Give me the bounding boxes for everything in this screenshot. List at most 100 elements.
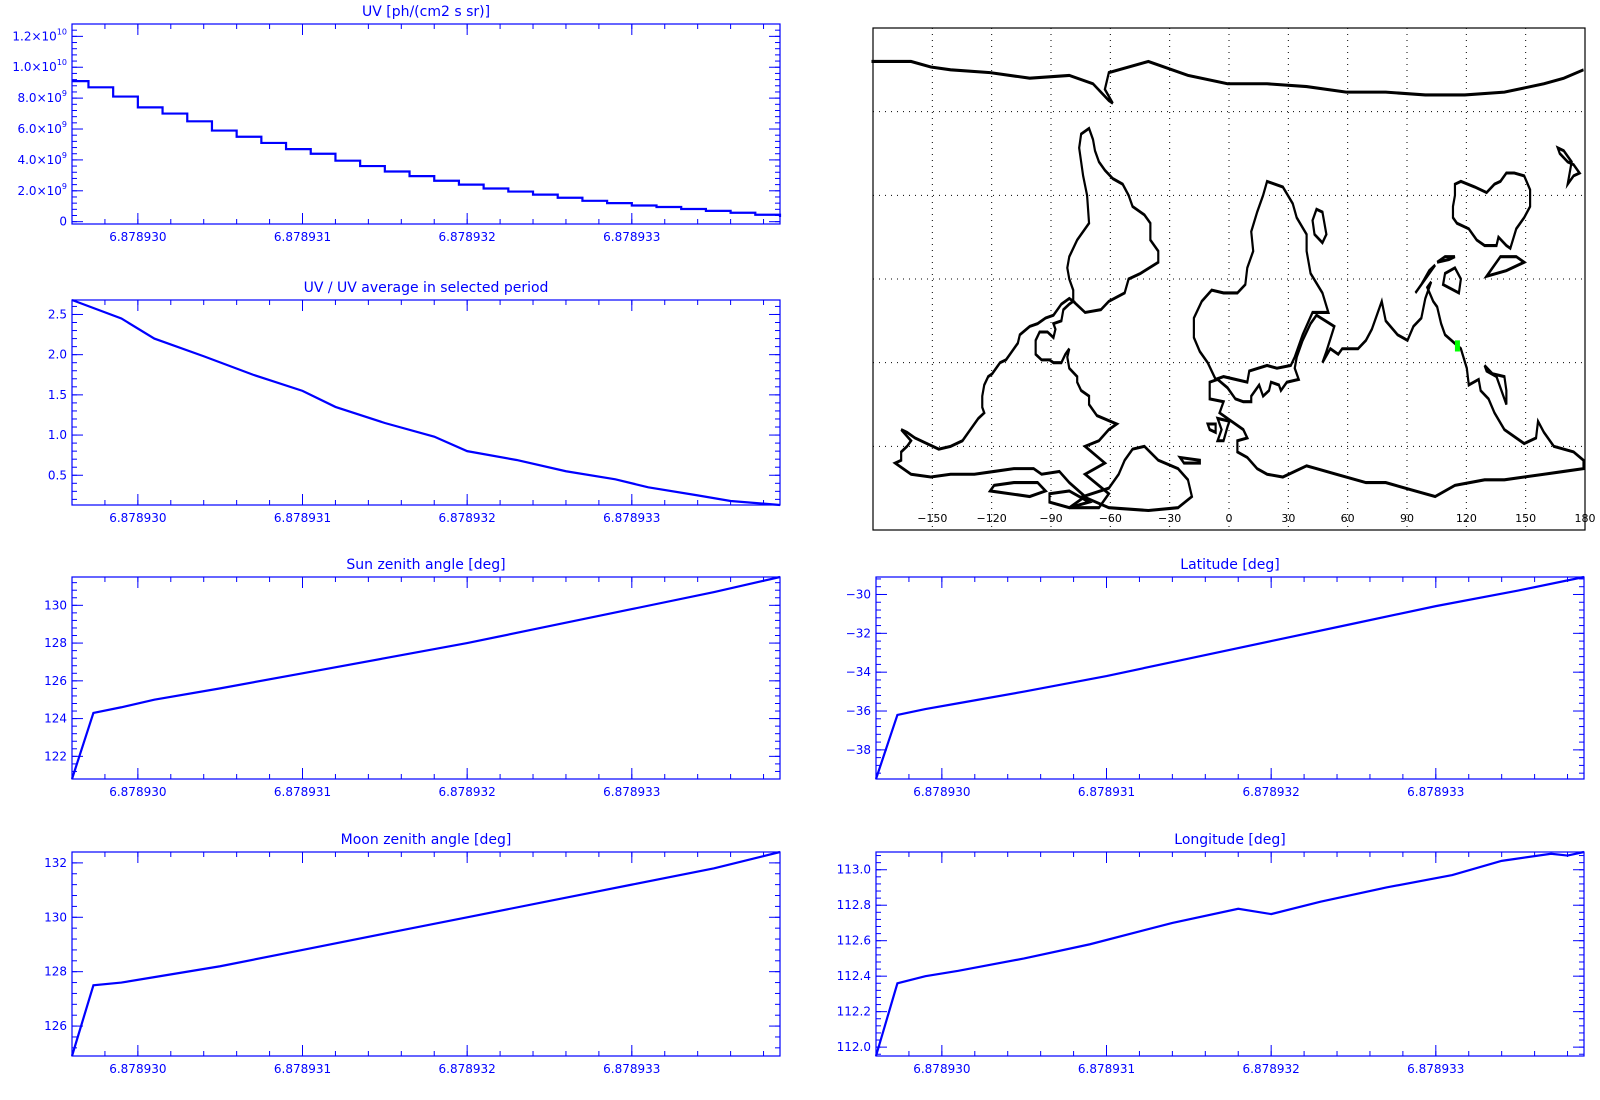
y-tick-label: 132 — [44, 856, 67, 870]
greenland-coast — [1078, 444, 1194, 513]
series-line — [70, 575, 781, 780]
y-tick-label: 2.0×109 — [17, 182, 67, 198]
antarctica-coast — [871, 59, 1584, 105]
y-tick-exponent: 9 — [62, 89, 67, 98]
y-tick-label: 128 — [44, 636, 67, 650]
y-tick-exponent: 9 — [62, 182, 67, 191]
sun-zenith-panel: Sun zenith angle [deg] 6.878930 6.878931 6.… — [44, 557, 781, 799]
plot-frame — [71, 299, 781, 506]
y-tick-mantissa: 1.2×10 — [12, 29, 56, 43]
x-tick-label: 6.878932 — [439, 230, 496, 244]
x-tick-label: 6.878933 — [1407, 785, 1464, 799]
y-tick-label: 113.0 — [837, 863, 871, 877]
south-america-coast — [1066, 126, 1160, 315]
y-tick-exponent: 9 — [62, 120, 67, 129]
y-tick-label: 112.6 — [837, 934, 871, 948]
map-lon-label: 180 — [1575, 512, 1596, 525]
y-tick-label: 126 — [44, 674, 67, 688]
x-tick-label: 6.878930 — [109, 1062, 166, 1076]
map-gridlines — [873, 28, 1585, 530]
y-tick-label: −38 — [846, 743, 871, 757]
eurasia-coast — [1208, 280, 1585, 499]
y-tick-label: 8.0×109 — [17, 89, 67, 105]
world-map-panel: −150 −120 −90 −60 −30 0 30 60 90 120 150 180 — [871, 27, 1596, 531]
y-tick-label: −36 — [846, 704, 871, 718]
y-tick-label: 124 — [44, 712, 67, 726]
chart-title: UV / UV average in selected period — [304, 280, 549, 296]
map-lon-label: 90 — [1400, 512, 1414, 525]
y-tick-label: 112.8 — [837, 898, 871, 912]
y-tick-mantissa: 1.0×10 — [12, 60, 56, 74]
world-coastlines — [871, 59, 1585, 513]
x-tick-label: 6.878933 — [603, 511, 660, 525]
x-tick-label: 6.878933 — [603, 785, 660, 799]
series-line — [874, 575, 1585, 780]
map-lon-label: −60 — [1099, 512, 1122, 525]
y-tick-label: 130 — [44, 910, 67, 924]
map-lon-label: 120 — [1456, 512, 1477, 525]
y-tick-label: 0.5 — [48, 468, 67, 482]
x-tick-label: 6.878932 — [1243, 1062, 1300, 1076]
x-tick-label: 6.878931 — [1078, 1062, 1135, 1076]
plot-frame — [71, 851, 781, 1057]
moon-zenith-panel: Moon zenith angle [deg] 6.878930 6.878931 6… — [44, 832, 781, 1076]
y-tick-exponent: 10 — [57, 27, 67, 36]
uv-panel: UV [ph/(cm2 s sr)] 6.878930 6.878931 6.8789… — [12, 4, 782, 244]
map-lon-label: −120 — [977, 512, 1007, 525]
arctic-islands-coast — [987, 481, 1093, 510]
series-line — [72, 80, 782, 218]
y-tick-label: 2.0 — [48, 348, 67, 362]
latitude-panel: Latitude [deg] 6.878930 6.878931 6.878932 6.… — [846, 557, 1585, 799]
x-tick-label: 6.878933 — [1407, 1062, 1464, 1076]
y-tick-mantissa: 6.0×10 — [17, 122, 61, 136]
y-tick-label: 126 — [44, 1019, 67, 1033]
series-line — [874, 850, 1585, 1057]
x-tick-label: 6.878933 — [603, 230, 660, 244]
x-tick-label: 6.878930 — [109, 230, 166, 244]
y-tick-label: −32 — [846, 626, 871, 640]
x-tick-label: 6.878932 — [439, 785, 496, 799]
chart-title: Moon zenith angle [deg] — [341, 832, 512, 848]
y-tick-label: 112.0 — [837, 1040, 871, 1054]
chart-title: Longitude [deg] — [1174, 832, 1285, 848]
chart-title: Sun zenith angle [deg] — [346, 557, 505, 573]
x-tick-label: 6.878931 — [274, 1062, 331, 1076]
y-tick-label: 112.2 — [837, 1005, 871, 1019]
y-tick-mantissa: 2.0×10 — [17, 184, 61, 198]
y-tick-label: 1.0×1010 — [12, 58, 67, 74]
y-tick-exponent: 9 — [62, 151, 67, 160]
y-tick-exponent: 10 — [57, 58, 67, 67]
plot-frame — [875, 576, 1585, 780]
chart-title: UV [ph/(cm2 s sr)] — [362, 4, 490, 20]
longitude-panel: Longitude [deg] 6.878930 6.878931 6.878932 6… — [837, 832, 1585, 1076]
uv-ratio-panel: UV / UV average in selected period 6.8789… — [48, 280, 781, 525]
north-america-coast — [892, 296, 1120, 510]
madagascar-coast — [1311, 207, 1328, 245]
y-tick-mantissa: 0 — [59, 215, 67, 229]
new-zealand-coast — [1555, 145, 1582, 190]
x-tick-label: 6.878930 — [109, 785, 166, 799]
series-line — [70, 850, 781, 1057]
x-tick-label: 6.878932 — [439, 1062, 496, 1076]
x-tick-label: 6.878933 — [603, 1062, 660, 1076]
series-line — [71, 298, 781, 507]
australia-coast — [1451, 171, 1532, 251]
y-tick-mantissa: 8.0×10 — [17, 91, 61, 105]
chart-title: Latitude [deg] — [1180, 557, 1279, 573]
y-tick-label: 1.2×1010 — [12, 27, 67, 43]
y-tick-label: 4.0×109 — [17, 151, 67, 167]
y-tick-label: 128 — [44, 965, 67, 979]
x-tick-label: 6.878931 — [1078, 785, 1135, 799]
x-tick-label: 6.878930 — [109, 511, 166, 525]
plot-frame — [71, 23, 781, 225]
x-tick-label: 6.878931 — [274, 785, 331, 799]
y-tick-label: 1.0 — [48, 428, 67, 442]
y-tick-label: 6.0×109 — [17, 120, 67, 136]
map-lon-label: −30 — [1158, 512, 1181, 525]
y-tick-label: 2.5 — [48, 307, 67, 321]
map-lon-label: 150 — [1515, 512, 1536, 525]
y-tick-label: 0 — [59, 215, 67, 229]
y-tick-label: 1.5 — [48, 388, 67, 402]
